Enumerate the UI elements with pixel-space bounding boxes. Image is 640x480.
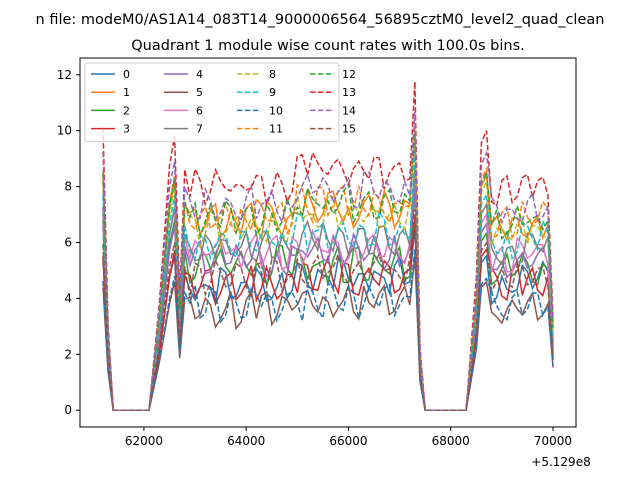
legend-label-4: 4 bbox=[196, 68, 203, 81]
series-line-14 bbox=[102, 111, 554, 411]
y-tick-label-5: 10 bbox=[57, 124, 72, 138]
legend-label-9: 9 bbox=[269, 86, 276, 99]
x-tick-label-2: 66000 bbox=[329, 434, 367, 448]
figure-suptitle: n file: modeM0/AS1A14_083T14_9000006564_… bbox=[36, 12, 605, 28]
series-line-12 bbox=[102, 131, 554, 411]
legend-label-7: 7 bbox=[196, 123, 203, 136]
legend-label-0: 0 bbox=[123, 68, 130, 81]
series-layer bbox=[102, 81, 554, 411]
series-line-5 bbox=[102, 255, 554, 411]
y-tick-label-1: 2 bbox=[64, 347, 72, 361]
series-line-0 bbox=[102, 225, 554, 411]
legend-label-5: 5 bbox=[196, 86, 203, 99]
series-line-6 bbox=[102, 168, 554, 411]
series-line-8 bbox=[102, 141, 554, 411]
x-tick-label-4: 70000 bbox=[534, 434, 572, 448]
y-tick-label-3: 6 bbox=[64, 236, 72, 250]
y-tick-label-4: 8 bbox=[64, 180, 72, 194]
series-line-13 bbox=[102, 81, 554, 411]
y-tick-label-0: 0 bbox=[64, 403, 72, 417]
legend-label-10: 10 bbox=[269, 104, 283, 117]
x-axis: 62000 64000 66000 68000 70000 bbox=[125, 427, 572, 448]
series-line-15 bbox=[102, 208, 554, 411]
series-line-9 bbox=[102, 151, 554, 411]
legend-box bbox=[84, 62, 340, 143]
legend-label-15: 15 bbox=[342, 123, 356, 136]
legend-label-6: 6 bbox=[196, 104, 203, 117]
y-tick-label-2: 4 bbox=[64, 291, 72, 305]
legend-label-8: 8 bbox=[269, 68, 276, 81]
x-tick-label-0: 62000 bbox=[125, 434, 163, 448]
legend-label-13: 13 bbox=[342, 86, 356, 99]
chart-title: Quadrant 1 module wise count rates with … bbox=[131, 38, 525, 54]
legend-label-12: 12 bbox=[342, 68, 356, 81]
x-offset-label: +5.129e8 bbox=[531, 455, 590, 469]
legend-label-1: 1 bbox=[123, 86, 130, 99]
legend-label-3: 3 bbox=[123, 123, 130, 136]
legend-label-11: 11 bbox=[269, 123, 283, 136]
legend-label-2: 2 bbox=[123, 104, 130, 117]
y-tick-label-6: 12 bbox=[57, 68, 72, 82]
x-tick-label-1: 64000 bbox=[227, 434, 265, 448]
x-tick-label-3: 68000 bbox=[432, 434, 470, 448]
legend-label-14: 14 bbox=[342, 104, 356, 117]
series-line-11 bbox=[102, 128, 554, 411]
y-axis: 0 2 4 6 8 10 12 bbox=[57, 68, 80, 417]
